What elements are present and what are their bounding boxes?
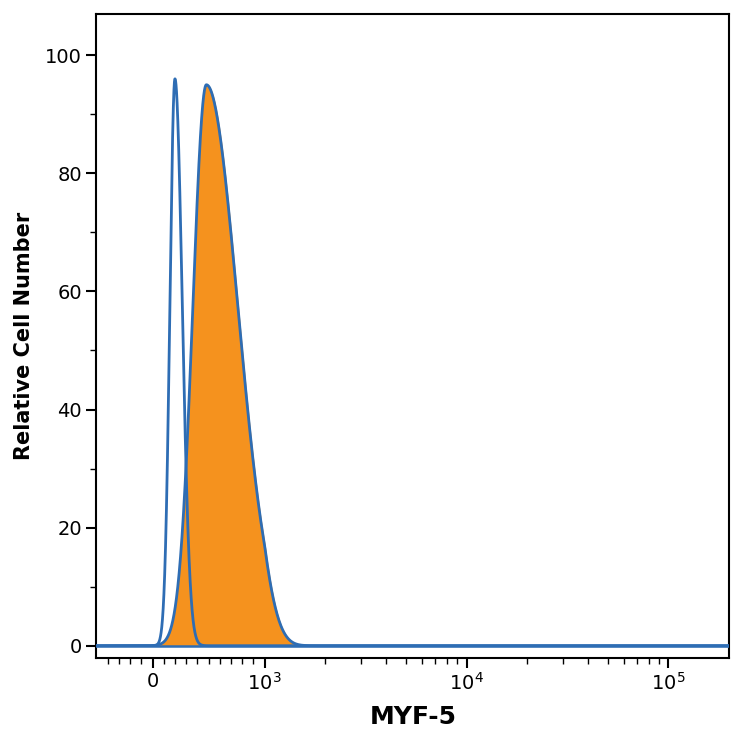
Y-axis label: Relative Cell Number: Relative Cell Number	[14, 212, 34, 460]
X-axis label: MYF-5: MYF-5	[369, 705, 456, 729]
